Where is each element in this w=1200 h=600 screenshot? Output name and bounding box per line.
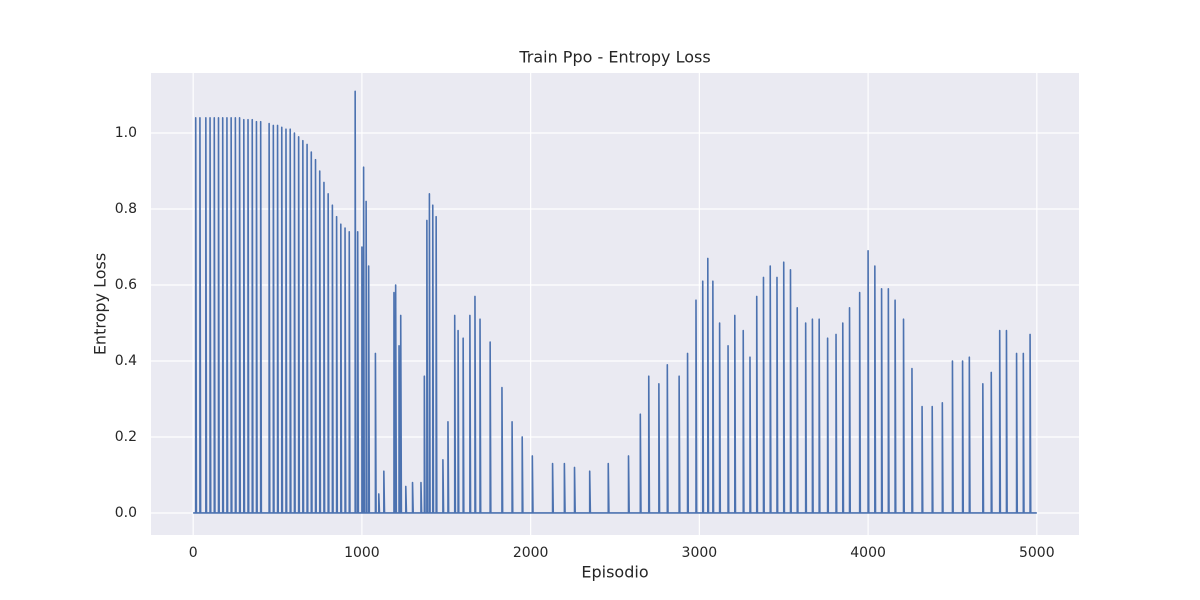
x-tick-label: 4000: [850, 545, 886, 561]
x-tick-label: 3000: [682, 545, 718, 561]
line-series: [193, 90, 1037, 514]
x-tick-label: 2000: [513, 545, 549, 561]
y-tick-label: 0.2: [115, 429, 137, 445]
x-tick-label: 5000: [1019, 545, 1055, 561]
y-axis-label: Entropy Loss: [91, 253, 110, 355]
y-tick-label: 0.0: [115, 505, 137, 521]
y-tick-label: 0.6: [115, 277, 137, 293]
plot-area: [151, 73, 1079, 535]
chart-title: Train Ppo - Entropy Loss: [518, 48, 710, 67]
x-tick-label: 1000: [344, 545, 380, 561]
y-tick-label: 1.0: [115, 125, 137, 141]
y-tick-label: 0.8: [115, 201, 137, 217]
x-tick-label: 0: [189, 545, 198, 561]
x-axis-label: Episodio: [581, 563, 648, 582]
y-tick-label: 0.4: [115, 353, 137, 369]
